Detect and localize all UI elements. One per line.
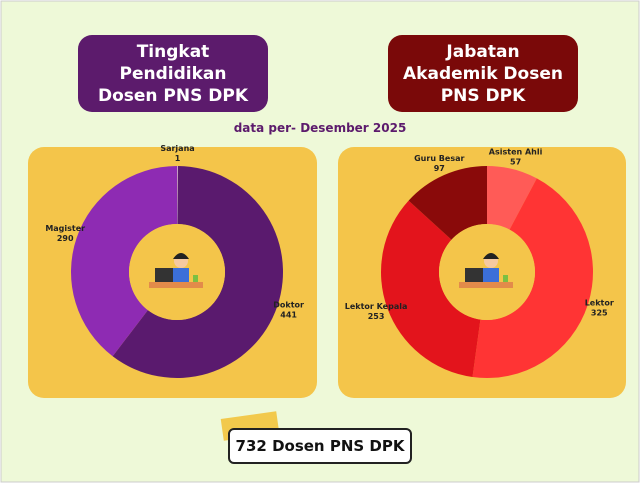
hair	[173, 253, 189, 259]
laptop	[465, 268, 485, 282]
donut-slice	[380, 200, 481, 378]
chart-title: Jabatan Akademik Dosen PNS DPK	[388, 35, 578, 112]
slice-value: 441	[280, 310, 297, 319]
slice-label: Lektor	[585, 298, 614, 307]
chart-title: Tingkat Pendidikan Dosen PNS DPK	[78, 35, 268, 112]
body	[483, 268, 499, 282]
slice-label: Sarjana	[160, 144, 194, 153]
donut-slice	[112, 166, 283, 378]
illustration	[149, 253, 203, 288]
illustration	[459, 253, 513, 288]
slice-label: Lektor Kepala	[345, 302, 408, 311]
plant	[193, 275, 198, 282]
desk	[149, 282, 203, 288]
slice-label: Doktor	[273, 300, 304, 309]
donut-slice	[177, 166, 178, 225]
hair	[483, 253, 499, 259]
donut-slice	[71, 166, 177, 357]
slice-value: 97	[434, 164, 445, 173]
slice-value: 325	[591, 308, 608, 317]
plant	[503, 275, 508, 282]
total-label: 732 Dosen PNS DPK	[228, 428, 412, 464]
slice-value: 290	[57, 234, 74, 243]
slice-label: Asisten Ahli	[489, 148, 543, 157]
slice-label: Magister	[45, 224, 85, 233]
donut-slice	[408, 166, 487, 240]
slice-value: 253	[368, 312, 385, 321]
slice-value: 57	[510, 158, 521, 167]
donut-slice	[487, 166, 537, 230]
donut-slice	[472, 178, 594, 379]
slice-label: Guru Besar	[414, 154, 464, 163]
desk	[459, 282, 513, 288]
body	[173, 268, 189, 282]
subtitle: data per- Desember 2025	[233, 121, 407, 135]
slice-value: 1	[175, 154, 181, 163]
laptop	[155, 268, 175, 282]
